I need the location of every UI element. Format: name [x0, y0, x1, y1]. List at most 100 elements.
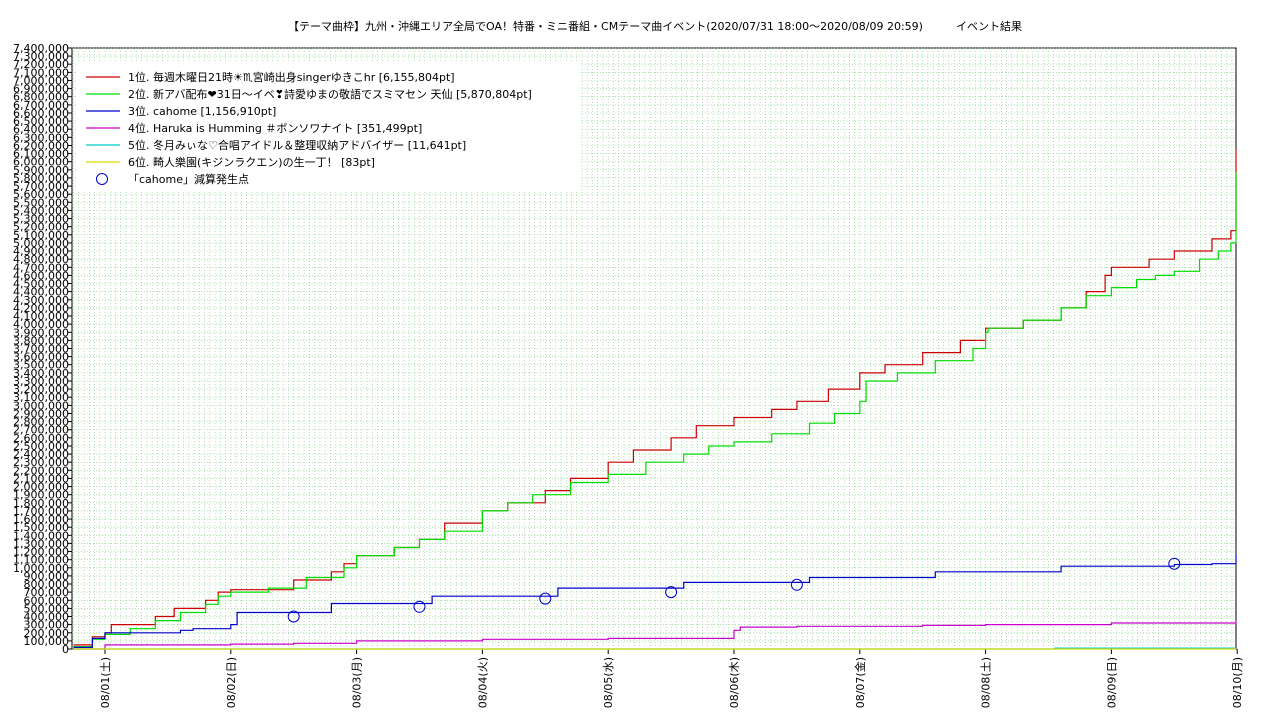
y-tick-label: 4,700,000 [13, 261, 69, 274]
x-tick-label: 08/09(日) [1105, 657, 1118, 708]
y-tick-label: 4,400,000 [13, 286, 69, 299]
legend-marker-label: 「cahome」減算発生点 [128, 172, 249, 186]
x-tick-label: 08/06(木) [728, 657, 741, 708]
y-tick-label: 2,800,000 [13, 416, 69, 429]
y-tick-label: 3,800,000 [13, 334, 69, 347]
cahome-subtraction-marker [665, 586, 678, 599]
y-tick-label: 4,100,000 [13, 310, 69, 323]
y-tick-label: 5,200,000 [13, 221, 69, 234]
y-tick-label: 100,000 [24, 635, 70, 648]
legend-label-1: 1位. 毎週木曜日21時☀♏宮崎出身singerゆきこhr [6,155,804… [128, 70, 455, 84]
y-tick-label: 5,500,000 [13, 196, 69, 209]
y-tick-label: 7,200,000 [13, 58, 69, 71]
y-tick-label: 3,900,000 [13, 326, 69, 339]
y-tick-label: 2,000,000 [13, 481, 69, 494]
cahome-subtraction-marker [1168, 557, 1181, 570]
x-tick-label: 08/10(月) [1231, 657, 1244, 708]
y-tick-label: 1,000,000 [13, 562, 69, 575]
y-tick-label: 5,000,000 [13, 237, 69, 250]
x-tick-label: 08/03(月) [351, 657, 364, 708]
y-tick-label: 5,100,000 [13, 229, 69, 242]
y-tick-label: 600,000 [24, 594, 70, 607]
y-tick-label: 2,500,000 [13, 440, 69, 453]
y-tick-label: 2,400,000 [13, 448, 69, 461]
y-tick-label: 800,000 [24, 578, 70, 591]
grid [72, 47, 1236, 650]
y-tick-label: 300,000 [24, 619, 70, 632]
y-tick-label: 7,100,000 [13, 66, 69, 79]
y-tick-label: 6,100,000 [13, 148, 69, 161]
x-tick-label: 08/05(水) [602, 657, 615, 708]
y-tick-label: 7,300,000 [13, 50, 69, 63]
y-tick-label: 2,300,000 [13, 456, 69, 469]
legend-label-4: 4位. Haruka is Humming ＃ボンソワナイト [351,499p… [128, 121, 422, 135]
y-tick-label: 6,900,000 [13, 83, 69, 96]
cahome-subtraction-marker [539, 592, 552, 605]
y-tick-label: 5,700,000 [13, 180, 69, 193]
y-tick-label: 6,300,000 [13, 131, 69, 144]
y-tick-label: 2,100,000 [13, 472, 69, 485]
y-tick-label: 3,700,000 [13, 343, 69, 356]
y-tick-label: 4,600,000 [13, 269, 69, 282]
y-tick-label: 1,100,000 [13, 554, 69, 567]
y-tick-label: 5,900,000 [13, 164, 69, 177]
chart-title: 【テーマ曲枠】九州・沖縄エリア全局でOA！特番・ミニ番組・CMテーマ曲イベント(… [288, 19, 1022, 33]
y-tick-label: 6,400,000 [13, 123, 69, 136]
y-tick-label: 900,000 [24, 570, 70, 583]
y-tick-label: 700,000 [24, 586, 70, 599]
y-tick-label: 1,700,000 [13, 505, 69, 518]
x-tick-label: 08/04(火) [476, 657, 489, 708]
y-tick-label: 400,000 [24, 611, 70, 624]
y-tick-label: 4,000,000 [13, 318, 69, 331]
series-line-1 [73, 149, 1237, 646]
y-tick-label: 2,600,000 [13, 432, 69, 445]
y-tick-label: 3,200,000 [13, 383, 69, 396]
legend-label-6: 6位. 畸人樂園(キジンラクエン)の生一丁！ [83pt] [128, 155, 375, 169]
y-tick-label: 4,500,000 [13, 278, 69, 291]
y-tick-label: 4,300,000 [13, 294, 69, 307]
legend-marker-swatch [96, 173, 108, 185]
series-line-4 [73, 620, 1237, 650]
y-tick-label: 7,000,000 [13, 75, 69, 88]
y-tick-label: 6,700,000 [13, 99, 69, 112]
cahome-subtraction-marker [790, 578, 803, 591]
y-tick-label: 6,600,000 [13, 107, 69, 120]
y-tick-label: 6,000,000 [13, 156, 69, 169]
y-tick-label: 1,300,000 [13, 537, 69, 550]
y-tick-label: 3,300,000 [13, 375, 69, 388]
y-tick-label: 3,000,000 [13, 399, 69, 412]
y-tick-label: 5,300,000 [13, 213, 69, 226]
y-tick-label: 0 [62, 643, 69, 656]
y-tick-label: 6,200,000 [13, 140, 69, 153]
cahome-subtraction-marker [287, 610, 300, 623]
x-tick-label: 08/08(土) [980, 657, 993, 708]
legend-label-2: 2位. 新アバ配布❤31日〜イベ❣詩愛ゆまの敬語でスミマセン 天仙 [5,870… [128, 87, 532, 101]
cahome-subtraction-marker [413, 600, 426, 613]
series-line-2 [73, 172, 1237, 648]
x-tick-label: 08/01(土) [99, 657, 112, 708]
y-tick-label: 4,900,000 [13, 245, 69, 258]
y-tick-label: 5,400,000 [13, 204, 69, 217]
y-tick-label: 1,900,000 [13, 489, 69, 502]
y-tick-label: 4,200,000 [13, 302, 69, 315]
y-tick-label: 4,800,000 [13, 253, 69, 266]
y-tick-label: 3,500,000 [13, 359, 69, 372]
y-tick-label: 7,400,000 [13, 42, 69, 55]
legend-label-3: 3位. cahome [1,156,910pt] [128, 104, 276, 118]
x-tick-label: 08/02(日) [225, 657, 238, 708]
y-tick-label: 3,600,000 [13, 351, 69, 364]
y-tick-label: 1,500,000 [13, 521, 69, 534]
y-tick-label: 1,400,000 [13, 529, 69, 542]
y-tick-label: 6,500,000 [13, 115, 69, 128]
y-tick-label: 1,600,000 [13, 513, 69, 526]
y-tick-label: 500,000 [24, 602, 70, 615]
y-tick-label: 5,600,000 [13, 188, 69, 201]
y-tick-label: 200,000 [24, 627, 70, 640]
legend-box [78, 62, 580, 190]
y-tick-label: 3,100,000 [13, 391, 69, 404]
legend: 1位. 毎週木曜日21時☀♏宮崎出身singerゆきこhr [6,155,804… [78, 62, 580, 190]
y-tick-label: 1,800,000 [13, 497, 69, 510]
y-tick-label: 2,900,000 [13, 408, 69, 421]
y-tick-label: 6,800,000 [13, 91, 69, 104]
